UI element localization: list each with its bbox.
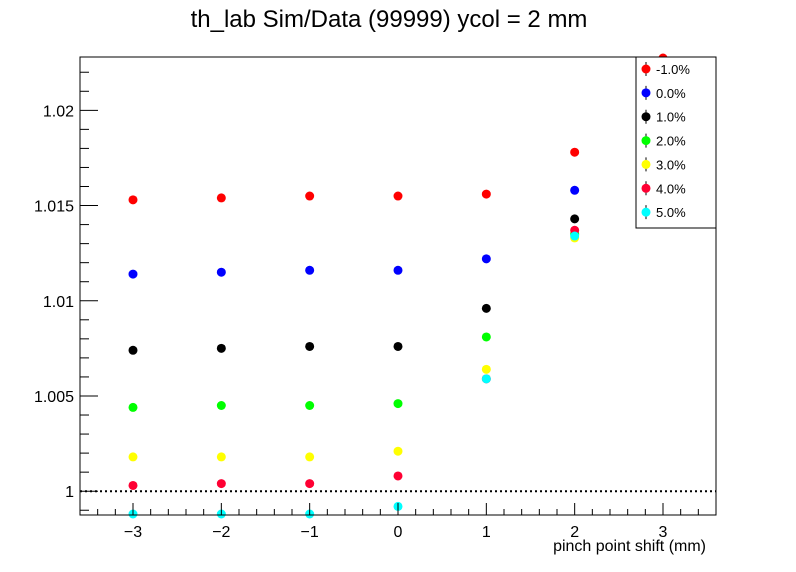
legend-entry: 2.0% — [656, 134, 686, 149]
data-point — [216, 452, 226, 462]
legend-marker — [641, 64, 651, 74]
data-point — [481, 374, 491, 384]
chart-title: th_lab Sim/Data (99999) ycol = 2 mm — [191, 6, 588, 33]
legend-marker — [641, 112, 651, 122]
data-point — [305, 400, 315, 410]
legend: -1.0% 0.0% 1.0% 2.0% 3.0% 4.0% 5.0% — [635, 56, 717, 229]
x-tick-label: 1 — [482, 524, 491, 541]
data-point — [570, 147, 580, 157]
data-point — [216, 479, 226, 489]
x-tick-label: −3 — [124, 524, 142, 541]
x-tick-label: −1 — [301, 524, 319, 541]
y-tick-label: 1.015 — [34, 199, 74, 216]
data-point — [481, 303, 491, 313]
data-point — [570, 214, 580, 224]
data-point — [481, 332, 491, 342]
x-axis: −3 −2 −1 0 1 2 3 — [79, 503, 717, 541]
x-tick-label: −2 — [212, 524, 230, 541]
data-point — [570, 231, 580, 241]
data-point — [216, 343, 226, 353]
data-point — [305, 452, 315, 462]
data-point — [305, 479, 315, 489]
legend-marker — [641, 207, 651, 217]
y-axis: 1 1.005 1.01 1.015 1.02 — [34, 71, 98, 511]
data-point — [393, 399, 403, 409]
data-point — [570, 185, 580, 195]
data-point — [393, 265, 403, 275]
data-point — [393, 471, 403, 481]
y-tick-label: 1.005 — [34, 389, 74, 406]
y-tick-label: 1 — [65, 484, 74, 501]
legend-marker — [641, 136, 651, 146]
data-point — [481, 254, 491, 264]
legend-entry: 0.0% — [656, 86, 686, 101]
data-point — [216, 193, 226, 203]
data-point — [128, 402, 138, 412]
data-point — [305, 265, 315, 275]
legend-marker — [641, 88, 651, 98]
x-tick-label: 2 — [570, 524, 579, 541]
data-point — [216, 400, 226, 410]
y-tick-label: 1.02 — [43, 103, 74, 120]
legend-entry: 5.0% — [656, 205, 686, 220]
series-2 — [128, 214, 580, 355]
data-point — [128, 452, 138, 462]
data-point — [128, 345, 138, 355]
x-tick-label: 0 — [394, 524, 403, 541]
legend-entry: 3.0% — [656, 157, 686, 172]
data-point — [393, 446, 403, 456]
legend-marker — [641, 159, 651, 169]
data-point — [305, 341, 315, 351]
series-1 — [128, 185, 580, 279]
data-point — [481, 189, 491, 199]
x-tick-label: 3 — [659, 524, 668, 541]
legend-entry: -1.0% — [656, 62, 690, 77]
data-point — [393, 191, 403, 201]
data-point — [216, 267, 226, 277]
data-point — [128, 269, 138, 279]
data-point — [128, 480, 138, 490]
legend-entry: 4.0% — [656, 181, 686, 196]
data-point — [481, 364, 491, 374]
legend-marker — [641, 183, 651, 193]
x-axis-label: pinch point shift (mm) — [553, 538, 706, 555]
data-point — [305, 191, 315, 201]
y-tick-label: 1.01 — [43, 294, 74, 311]
data-point — [128, 195, 138, 205]
legend-entry: 1.0% — [656, 110, 686, 125]
data-point — [393, 341, 403, 351]
